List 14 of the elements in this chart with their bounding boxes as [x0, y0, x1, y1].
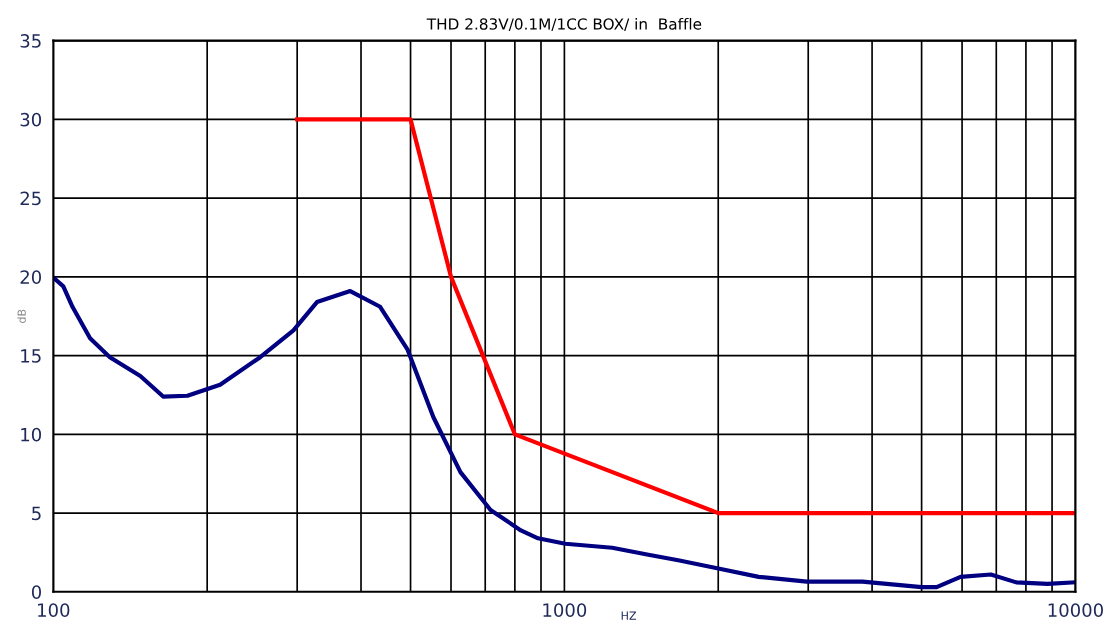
- y-tick-label: 5: [32, 506, 41, 521]
- y-tick-label: 25: [20, 191, 41, 206]
- y-tick-label: 35: [20, 34, 41, 48]
- y-tick-label: 20: [20, 270, 42, 284]
- x-axis-title: HZ: [621, 611, 637, 620]
- x-tick-label: 10000: [1048, 603, 1103, 617]
- x-tick-label: 100: [38, 603, 70, 617]
- y-tick-label: 0: [31, 585, 42, 599]
- chart-title: THD 2.83V/0.1M/1CC BOX/ in Baffle: [426, 17, 702, 31]
- y-tick-label: 15: [21, 349, 41, 363]
- y-axis-title: dB: [17, 309, 26, 323]
- x-tick-label: 1000: [543, 603, 587, 617]
- y-tick-label: 10: [21, 427, 42, 442]
- y-tick-label: 30: [20, 112, 42, 127]
